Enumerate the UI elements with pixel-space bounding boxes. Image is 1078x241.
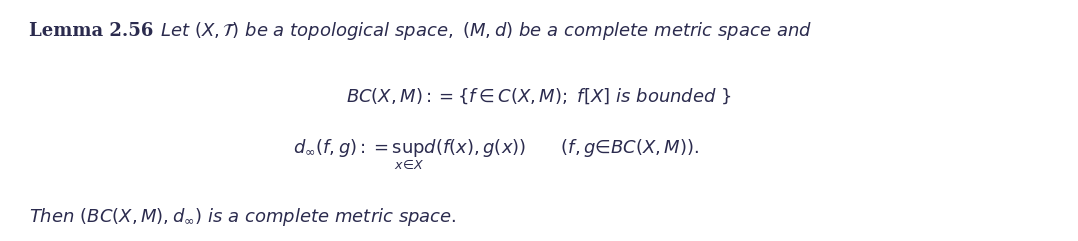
Text: Lemma 2.56: Lemma 2.56 — [29, 22, 153, 40]
Text: $\mathit{Then}\ (BC(X, M), d_\infty)\ \mathit{is\ a\ complete\ metric\ space.}$: $\mathit{Then}\ (BC(X, M), d_\infty)\ \m… — [29, 206, 457, 228]
Text: $d_\infty(f, g) := \sup_{x \in X} d(f(x), g(x)) \qquad (f, g \in BC(X, M)).$: $d_\infty(f, g) := \sup_{x \in X} d(f(x)… — [293, 137, 699, 171]
Text: $BC(X, M) := \{f \in C(X, M);\ f[X]\ \mathit{is\ bounded}\ \}$: $BC(X, M) := \{f \in C(X, M);\ f[X]\ \ma… — [346, 87, 732, 106]
Text: $\mathit{Let}\ (X, \mathcal{T})\ \mathit{be\ a\ topological\ space,}\ (M, d)\ \m: $\mathit{Let}\ (X, \mathcal{T})\ \mathit… — [160, 20, 812, 42]
